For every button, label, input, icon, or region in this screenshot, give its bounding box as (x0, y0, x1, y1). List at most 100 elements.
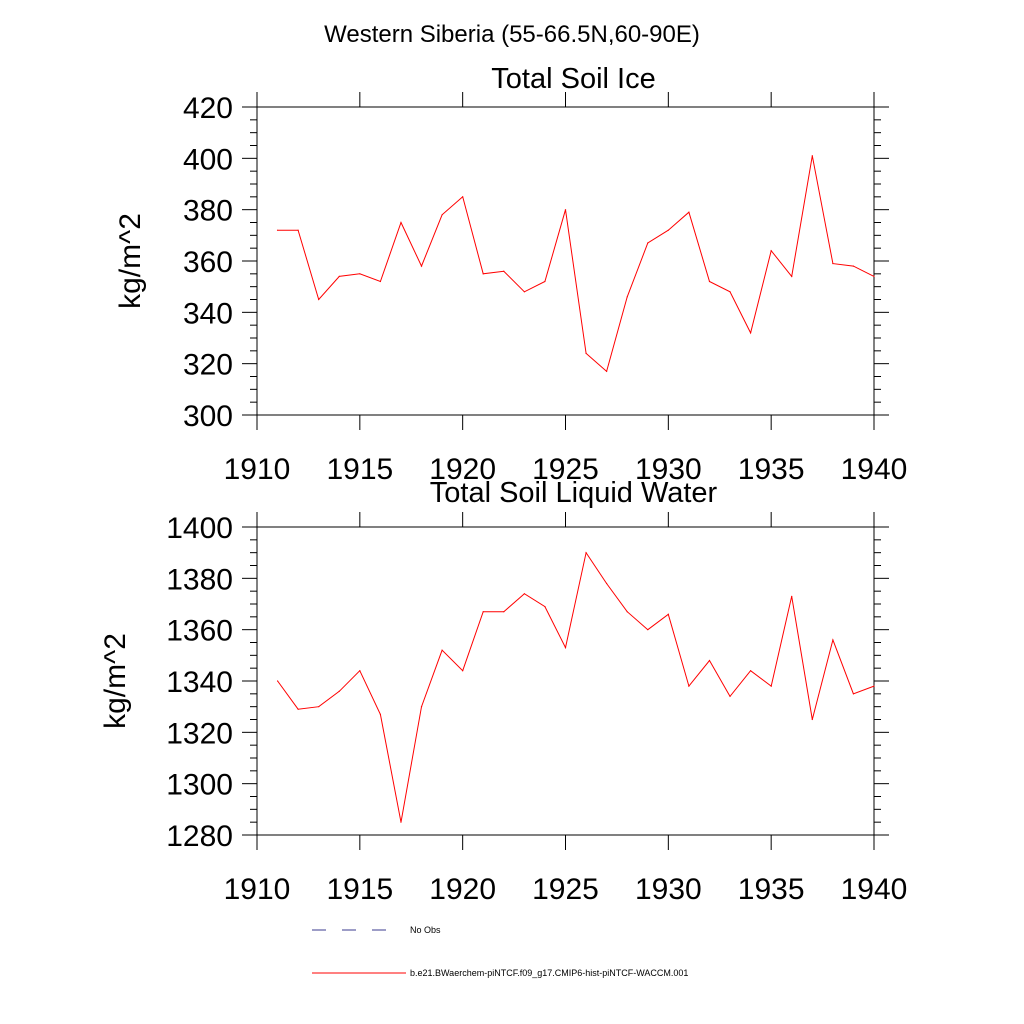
x-tick-label: 1920 (429, 873, 496, 906)
data-point (832, 262, 834, 265)
data-point (729, 291, 731, 293)
y-tick-label: 400 (183, 143, 233, 176)
x-tick-label: 1940 (841, 873, 908, 906)
legend-label-no-obs: No Obs (410, 925, 441, 935)
data-point (276, 680, 279, 682)
data-point (852, 693, 855, 695)
data-point (482, 611, 484, 613)
data-point (832, 639, 834, 641)
data-point (791, 275, 793, 277)
data-point (626, 611, 628, 613)
data-point (811, 718, 813, 721)
data-point (338, 690, 340, 692)
y-tick-label: 1340 (166, 666, 233, 699)
data-point (462, 670, 464, 672)
data-point (400, 821, 402, 823)
data-point (379, 280, 381, 283)
data-point (462, 196, 464, 198)
data-point (564, 647, 567, 649)
data-point (420, 265, 423, 267)
data-point (873, 685, 875, 687)
data-point (420, 706, 423, 708)
data-point (482, 273, 484, 275)
data-point (318, 706, 320, 708)
y-tick-label: 300 (183, 400, 233, 433)
y-tick-label: 1360 (166, 615, 233, 648)
y-tick-label: 360 (183, 246, 233, 279)
data-point (811, 155, 813, 157)
series-line-1 (277, 155, 875, 373)
panel-title: Total Soil Liquid Water (430, 477, 718, 509)
data-point (667, 613, 669, 615)
legend-label-model: b.e21.BWaerchem-piNTCF.f09_g17.CMIP6-his… (410, 968, 688, 978)
x-tick-label: 1915 (326, 453, 393, 486)
plot-frame (256, 106, 875, 416)
x-tick-label: 1915 (326, 873, 393, 906)
data-point (873, 275, 875, 277)
data-point (750, 332, 752, 334)
x-tick-label: 1925 (532, 453, 599, 486)
data-point (523, 291, 525, 293)
data-point (770, 685, 772, 687)
x-tick-label: 1940 (841, 453, 908, 486)
data-point (688, 685, 690, 687)
figure-title: Western Siberia (55-66.5N,60-90E) (324, 21, 700, 48)
data-point (359, 273, 361, 275)
x-tick-label: 1920 (429, 453, 496, 486)
y-tick-label: 380 (183, 195, 233, 228)
data-point (708, 659, 711, 662)
y-tick-label: 340 (183, 297, 233, 330)
y-tick-label: 1280 (166, 820, 233, 853)
y-tick-label: 1300 (166, 769, 233, 802)
data-point (750, 670, 752, 672)
data-point (400, 221, 402, 224)
data-point (544, 605, 546, 608)
data-point (503, 611, 505, 613)
data-point (585, 552, 587, 554)
data-point (359, 670, 361, 672)
x-tick-label: 1930 (635, 453, 702, 486)
data-point (503, 270, 505, 272)
data-point (729, 695, 731, 698)
chart-panel-1: Total Soil Ice kg/m^2 1910 1915 1920 1925 1930… (114, 63, 907, 486)
data-point (338, 275, 340, 277)
data-point (852, 265, 855, 267)
y-tick-label: 1320 (166, 717, 233, 750)
y-tick-label: 1400 (166, 512, 233, 545)
chart-panels: Total Soil Ice kg/m^2 1910 1915 1920 1925 1930… (99, 63, 907, 906)
legend: No Obs b.e21.BWaerchem-piNTCF.f09_g17.CM… (312, 925, 688, 978)
x-tick-label: 1930 (635, 873, 702, 906)
y-tick-label: 320 (183, 349, 233, 382)
data-point (276, 229, 279, 231)
x-tick-label: 1910 (224, 873, 291, 906)
x-tick-label: 1935 (738, 873, 805, 906)
data-point (606, 582, 608, 585)
data-point (585, 352, 587, 354)
data-point (564, 209, 567, 211)
panel-title: Total Soil Ice (491, 63, 655, 95)
data-point (297, 708, 299, 710)
series-line-1 (277, 551, 875, 823)
data-point (647, 242, 649, 244)
y-axis-label: kg/m^2 (114, 213, 147, 309)
data-point (441, 649, 443, 651)
data-point (606, 370, 608, 372)
data-point (667, 229, 669, 231)
data-point (688, 211, 690, 213)
data-point (523, 593, 525, 595)
data-point (647, 629, 649, 631)
data-point (379, 713, 381, 715)
chart-panel-2: Total Soil Liquid Water kg/m^2 1910 1915 192… (99, 477, 907, 906)
data-point (544, 280, 546, 283)
y-axis-label: kg/m^2 (99, 633, 132, 729)
x-tick-label: 1935 (738, 453, 805, 486)
data-point (626, 296, 628, 298)
y-tick-label: 1380 (166, 563, 233, 596)
y-tick-label: 420 (183, 92, 233, 125)
x-tick-label: 1925 (532, 873, 599, 906)
data-point (770, 250, 772, 252)
data-point (441, 214, 443, 216)
data-point (297, 229, 299, 231)
data-point (318, 298, 320, 301)
